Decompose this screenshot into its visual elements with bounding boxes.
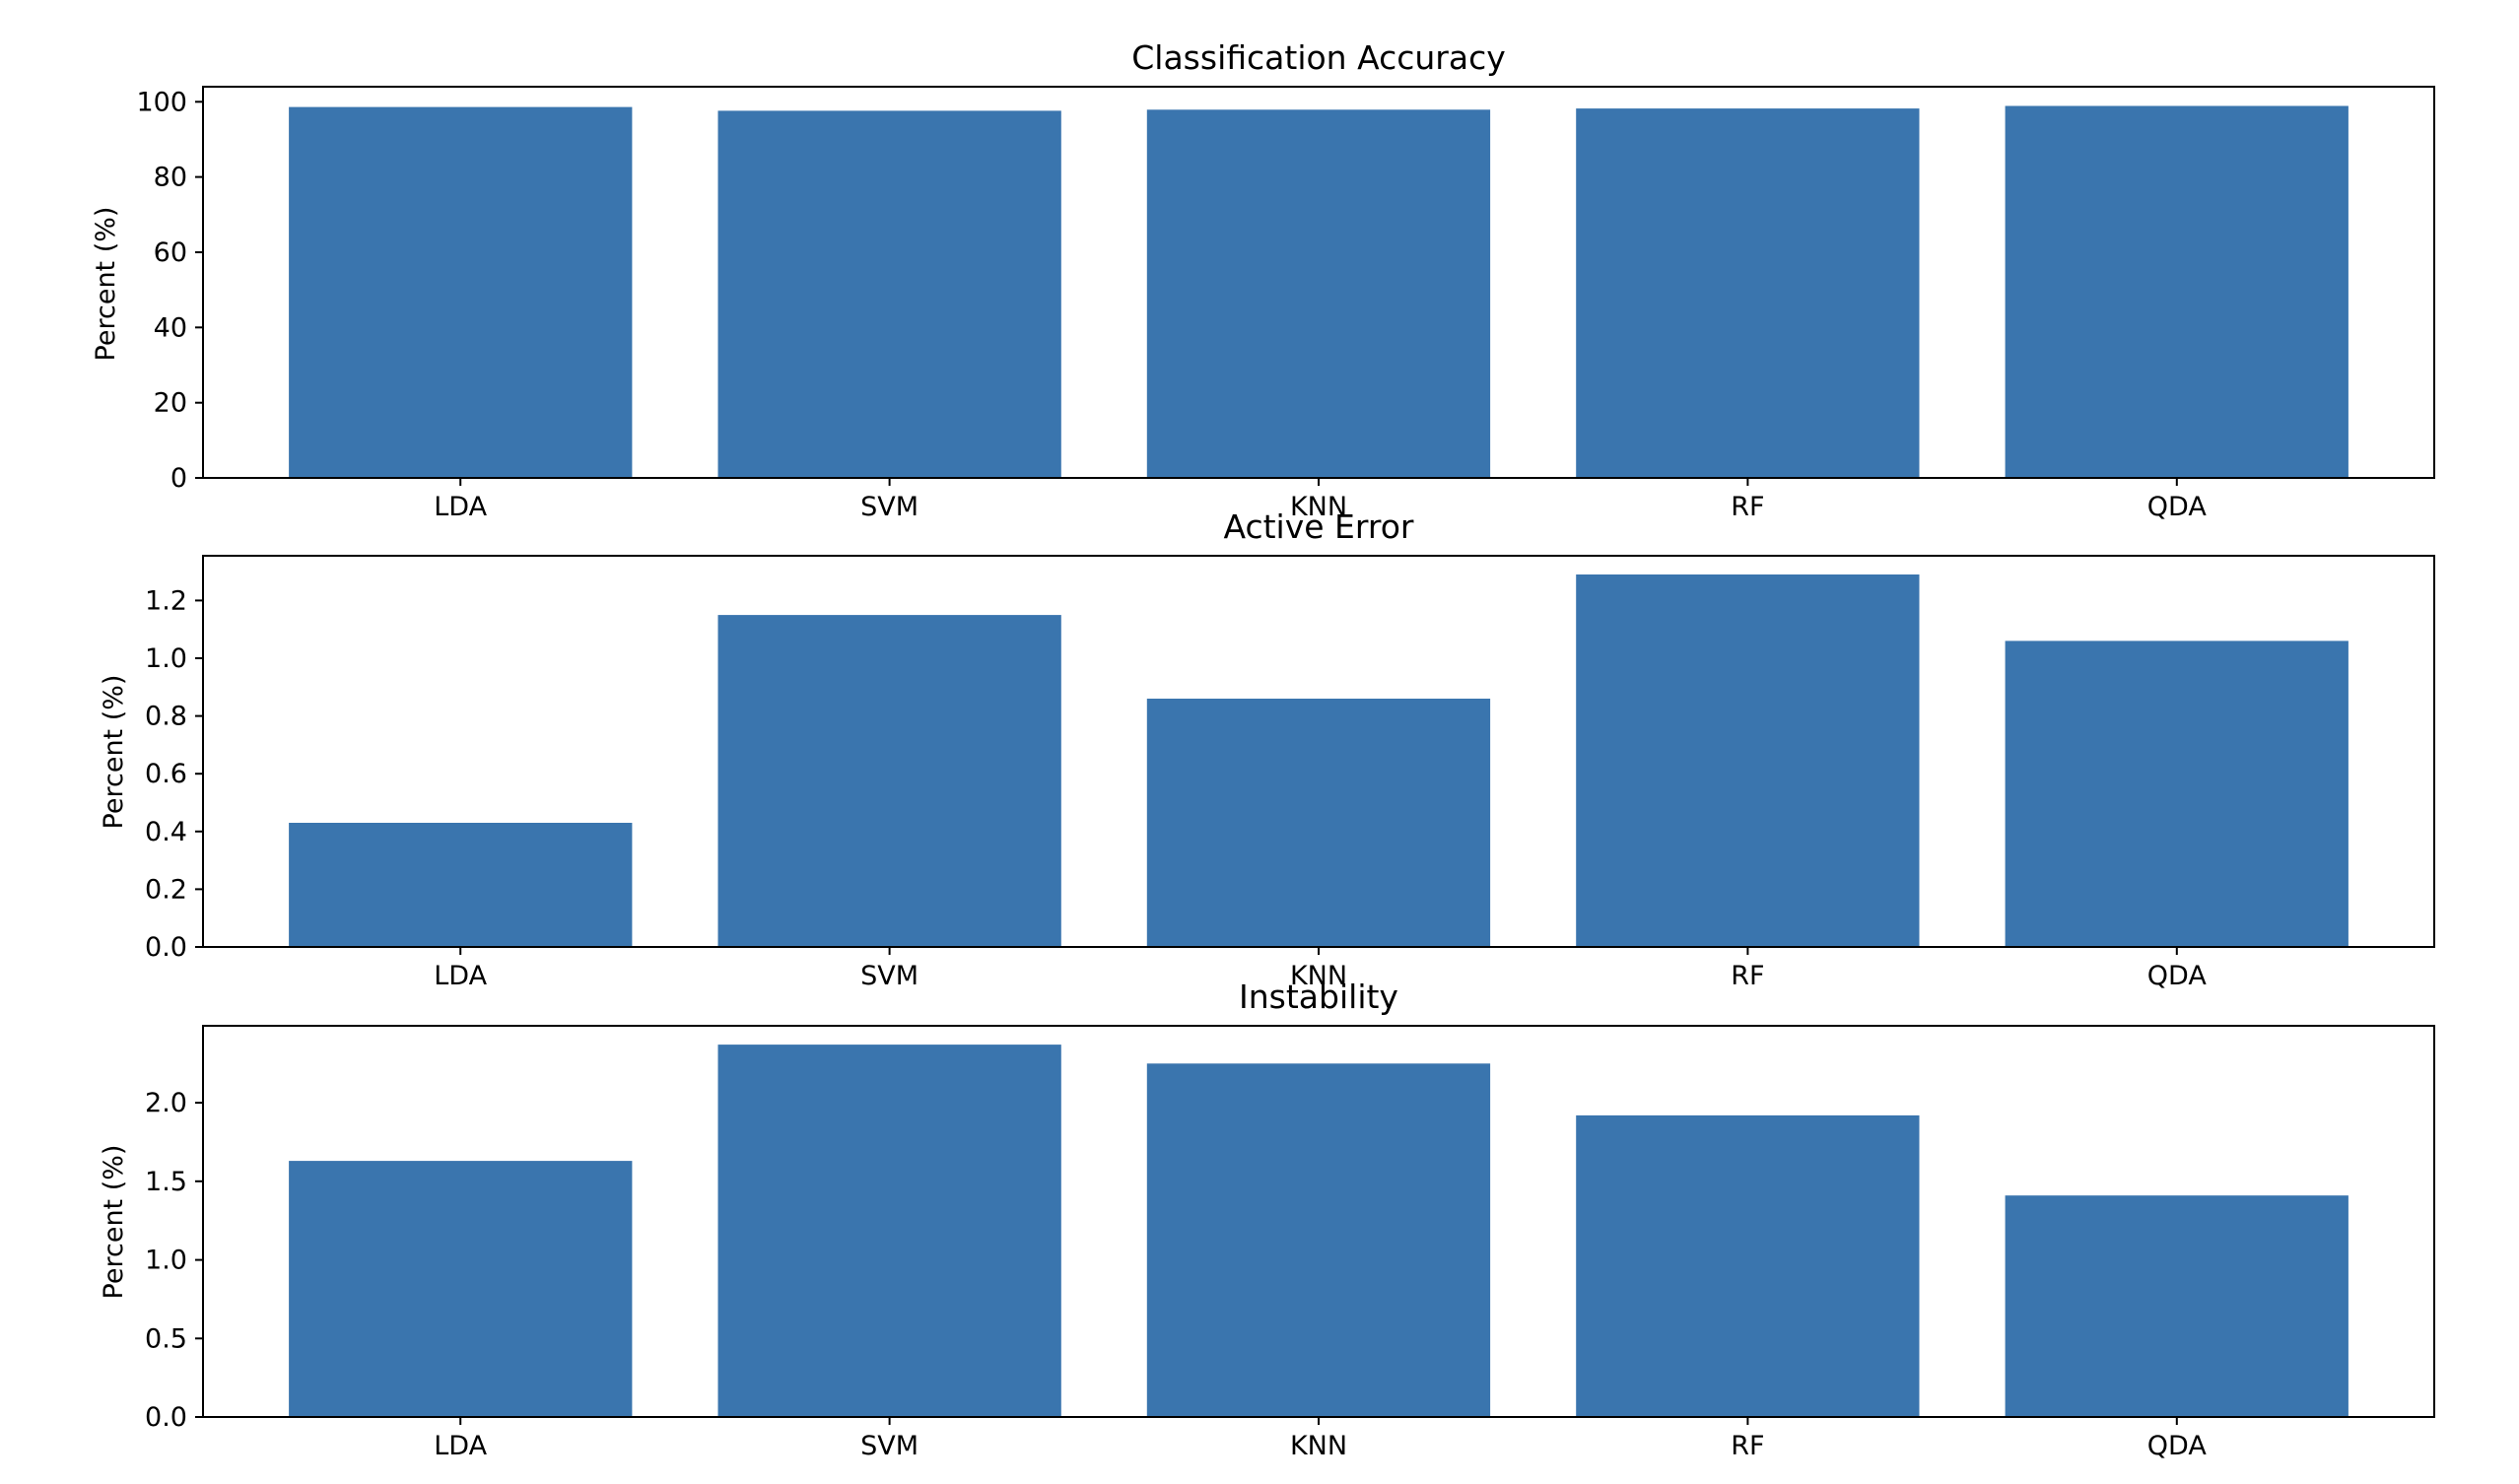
x-tick-label: KNN <box>1290 961 1347 991</box>
bar-qda <box>2005 1195 2349 1417</box>
y-axis-label: Percent (%) <box>91 207 121 362</box>
bar-knn <box>1146 699 1491 947</box>
x-tick-label: RF <box>1731 492 1764 522</box>
chart-panel-classification-accuracy: Classification Accuracy Percent (%) 0 20 4… <box>91 38 2435 522</box>
y-tick-label: 1.5 <box>145 1167 187 1197</box>
chart-panel-active-error: Active Error Percent (%) 0.0 0.2 0.4 0.6 0.8… <box>99 507 2435 991</box>
y-tick-label: 0.6 <box>145 759 187 789</box>
bar-qda <box>2005 105 2349 478</box>
bar-svm <box>717 110 1061 479</box>
y-tick-label: 0.8 <box>145 702 187 732</box>
x-tick-label: QDA <box>2147 492 2208 522</box>
y-tick-label: 1.0 <box>145 643 187 674</box>
x-tick-label: KNN <box>1290 1431 1347 1461</box>
y-tick-label: 80 <box>154 163 187 193</box>
chart-title: Instability <box>1239 978 1398 1016</box>
bar-lda <box>289 106 633 478</box>
x-tick-label: SVM <box>860 961 919 991</box>
x-ticks: LDA SVM KNN RF QDA <box>434 947 2207 991</box>
x-tick-label: QDA <box>2147 961 2208 991</box>
y-tick-label: 0 <box>170 463 187 494</box>
chart-title: Classification Accuracy <box>1131 38 1506 77</box>
x-tick-label: LDA <box>434 1431 487 1461</box>
x-tick-label: KNN <box>1290 492 1347 522</box>
x-ticks: LDA SVM KNN RF QDA <box>434 478 2207 522</box>
bar-lda <box>289 1161 633 1417</box>
x-tick-label: SVM <box>860 492 919 522</box>
y-axis-label: Percent (%) <box>99 675 129 830</box>
bar-group <box>289 574 2349 947</box>
plot-frame <box>202 555 2435 948</box>
y-tick-label: 60 <box>154 237 187 268</box>
y-ticks: 0.0 0.5 1.0 1.5 2.0 <box>145 1088 203 1433</box>
bar-qda <box>2005 641 2349 947</box>
x-tick-label: RF <box>1731 961 1764 991</box>
y-ticks: 0 20 40 60 80 100 <box>136 87 203 494</box>
plot-frame <box>202 1025 2435 1418</box>
y-tick-label: 0.5 <box>145 1323 187 1354</box>
y-tick-label: 0.0 <box>145 932 187 963</box>
y-tick-label: 0.2 <box>145 874 187 905</box>
bar-rf <box>1576 574 1920 947</box>
bar-knn <box>1146 109 1491 479</box>
y-tick-label: 0.4 <box>145 817 187 847</box>
bar-group <box>289 105 2349 479</box>
plot-frame <box>202 86 2435 479</box>
bar-knn <box>1146 1063 1491 1417</box>
bar-svm <box>717 615 1061 947</box>
chart-panel-instability: Instability Percent (%) 0.00.51.01.52.0 … <box>99 978 2435 1461</box>
y-tick-label: 0.0 <box>145 1402 187 1433</box>
bar-rf <box>1576 108 1920 478</box>
x-tick-label: QDA <box>2147 1431 2208 1461</box>
y-tick-label: 1.2 <box>145 585 187 616</box>
y-ticks: 0.0 0.2 0.4 0.6 0.8 1.0 1.2 <box>145 585 203 963</box>
y-tick-label: 2.0 <box>145 1088 187 1118</box>
bar-lda <box>289 823 633 947</box>
x-tick-label: LDA <box>434 961 487 991</box>
bar-group <box>289 1045 2349 1417</box>
chart-title: Active Error <box>1223 507 1413 546</box>
x-tick-label: LDA <box>434 492 487 522</box>
x-ticks: LDA SVM KNN RF QDA <box>434 1417 2207 1461</box>
y-axis-label: Percent (%) <box>99 1145 129 1300</box>
x-tick-label: RF <box>1731 1431 1764 1461</box>
y-tick-label: 1.0 <box>145 1246 187 1276</box>
y-tick-label: 100 <box>136 87 187 117</box>
y-tick-label: 40 <box>154 312 187 343</box>
bar-rf <box>1576 1114 1920 1417</box>
y-tick-label: 20 <box>154 388 187 419</box>
bar-svm <box>717 1045 1061 1417</box>
x-tick-label: SVM <box>860 1431 919 1461</box>
